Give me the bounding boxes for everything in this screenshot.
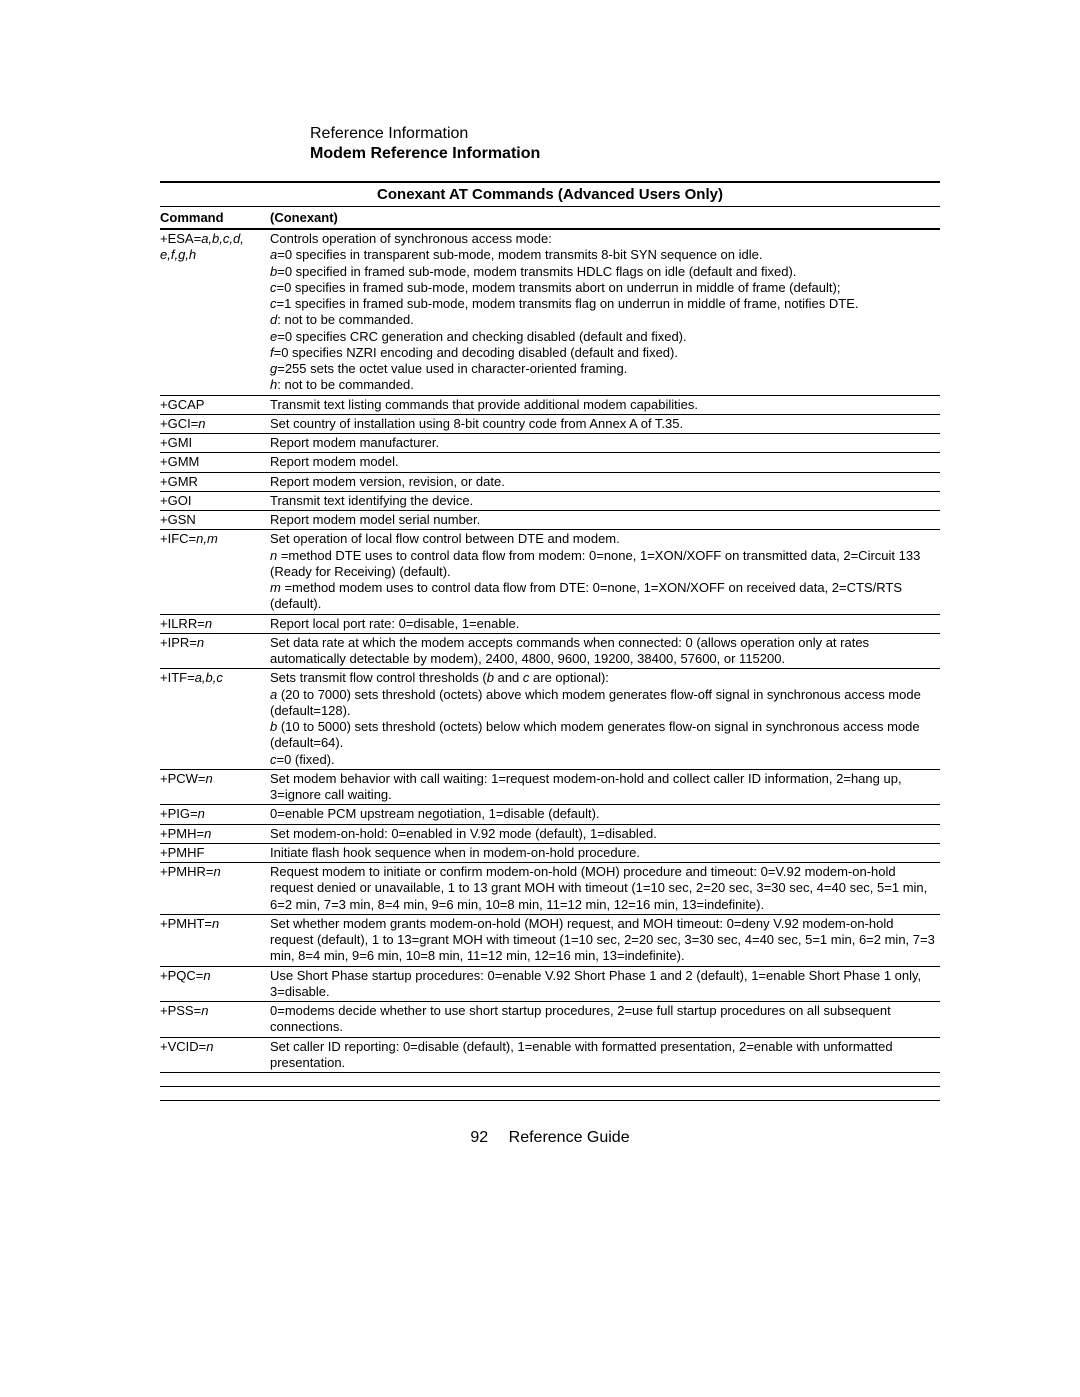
table-row: +PMHT=nSet whether modem grants modem-on… [160, 914, 940, 966]
cell-description: Set data rate at which the modem accepts… [270, 633, 940, 669]
table-row: +ITF=a,b,cSets transmit flow control thr… [160, 669, 940, 770]
cell-description: Report modem manufacturer. [270, 434, 940, 453]
cell-description: Initiate flash hook sequence when in mod… [270, 843, 940, 862]
cell-description: Report modem model. [270, 453, 940, 472]
table-row-empty [160, 1073, 940, 1087]
table-row: +GOITransmit text identifying the device… [160, 491, 940, 510]
cell-command: +GMM [160, 453, 270, 472]
cell-command: +VCID=n [160, 1037, 270, 1073]
table-header-row: Command (Conexant) [160, 207, 940, 229]
table-row: +VCID=nSet caller ID reporting: 0=disabl… [160, 1037, 940, 1073]
table-row: +GSNReport modem model serial number. [160, 511, 940, 530]
section-title: Reference Information [310, 125, 940, 143]
cell-command: +PQC=n [160, 966, 270, 1002]
section-subtitle: Modem Reference Information [310, 145, 940, 163]
cell-command: +IPR=n [160, 633, 270, 669]
cell-description: Set whether modem grants modem-on-hold (… [270, 914, 940, 966]
cell-command: +PMHR=n [160, 863, 270, 915]
page-footer: 92 Reference Guide [160, 1129, 940, 1147]
table-row: +PSS=n0=modems decide whether to use sho… [160, 1002, 940, 1038]
cell-command: +GMR [160, 472, 270, 491]
cell-command: +GCAP [160, 395, 270, 414]
table-row: +PMH=nSet modem-on-hold: 0=enabled in V.… [160, 824, 940, 843]
table-row-empty [160, 1087, 940, 1101]
cell-description: Transmit text identifying the device. [270, 491, 940, 510]
table-row: +IFC=n,mSet operation of local flow cont… [160, 530, 940, 614]
page-number: 92 [470, 1129, 488, 1146]
cell-empty [160, 1073, 270, 1087]
cell-empty [270, 1073, 940, 1087]
cell-description: Report modem version, revision, or date. [270, 472, 940, 491]
table-row: +PIG=n0=enable PCM upstream negotiation,… [160, 805, 940, 824]
cell-description: Set operation of local flow control betw… [270, 530, 940, 614]
cell-description: 0=enable PCM upstream negotiation, 1=dis… [270, 805, 940, 824]
cell-description: Set modem behavior with call waiting: 1=… [270, 769, 940, 805]
cell-command: +ITF=a,b,c [160, 669, 270, 770]
table-row: +GMIReport modem manufacturer. [160, 434, 940, 453]
table-row: +PMHFInitiate flash hook sequence when i… [160, 843, 940, 862]
cell-command: +PMHF [160, 843, 270, 862]
cell-command: +ILRR=n [160, 614, 270, 633]
table-body: +ESA=a,b,c,d, e,f,g,hControls operation … [160, 229, 940, 1101]
col-command: Command [160, 207, 270, 229]
cell-empty [160, 1087, 270, 1101]
table-row: +ILRR=nReport local port rate: 0=disable… [160, 614, 940, 633]
cell-command: +PMHT=n [160, 914, 270, 966]
table-row: +IPR=nSet data rate at which the modem a… [160, 633, 940, 669]
cell-description: Set modem-on-hold: 0=enabled in V.92 mod… [270, 824, 940, 843]
cell-command: +GMI [160, 434, 270, 453]
cell-description: Controls operation of synchronous access… [270, 229, 940, 395]
cell-description: Set country of installation using 8-bit … [270, 414, 940, 433]
table-row: +GCAPTransmit text listing commands that… [160, 395, 940, 414]
cell-description: 0=modems decide whether to use short sta… [270, 1002, 940, 1038]
col-conexant: (Conexant) [270, 207, 940, 229]
footer-label: Reference Guide [509, 1129, 630, 1146]
cell-description: Set caller ID reporting: 0=disable (defa… [270, 1037, 940, 1073]
table-row: +ESA=a,b,c,d, e,f,g,hControls operation … [160, 229, 940, 395]
cell-description: Transmit text listing commands that prov… [270, 395, 940, 414]
table-row: +GMRReport modem version, revision, or d… [160, 472, 940, 491]
cell-description: Request modem to initiate or confirm mod… [270, 863, 940, 915]
cell-description: Report modem model serial number. [270, 511, 940, 530]
table-title: Conexant AT Commands (Advanced Users Onl… [160, 181, 940, 207]
header-block: Reference Information Modem Reference In… [310, 125, 940, 163]
page-container: Reference Information Modem Reference In… [160, 125, 940, 1147]
cell-command: +IFC=n,m [160, 530, 270, 614]
table-row: +GCI=nSet country of installation using … [160, 414, 940, 433]
cell-command: +GSN [160, 511, 270, 530]
cell-description: Report local port rate: 0=disable, 1=ena… [270, 614, 940, 633]
cell-command: +PMH=n [160, 824, 270, 843]
cell-description: Use Short Phase startup procedures: 0=en… [270, 966, 940, 1002]
table-row: +PQC=nUse Short Phase startup procedures… [160, 966, 940, 1002]
table-row: +GMMReport modem model. [160, 453, 940, 472]
cell-command: +GOI [160, 491, 270, 510]
cell-command: +PCW=n [160, 769, 270, 805]
cell-command: +PIG=n [160, 805, 270, 824]
cell-description: Sets transmit flow control thresholds (b… [270, 669, 940, 770]
commands-table: Command (Conexant) +ESA=a,b,c,d, e,f,g,h… [160, 207, 940, 1101]
cell-command: +ESA=a,b,c,d, e,f,g,h [160, 229, 270, 395]
table-row: +PMHR=nRequest modem to initiate or conf… [160, 863, 940, 915]
cell-command: +PSS=n [160, 1002, 270, 1038]
table-row: +PCW=nSet modem behavior with call waiti… [160, 769, 940, 805]
cell-command: +GCI=n [160, 414, 270, 433]
cell-empty [270, 1087, 940, 1101]
